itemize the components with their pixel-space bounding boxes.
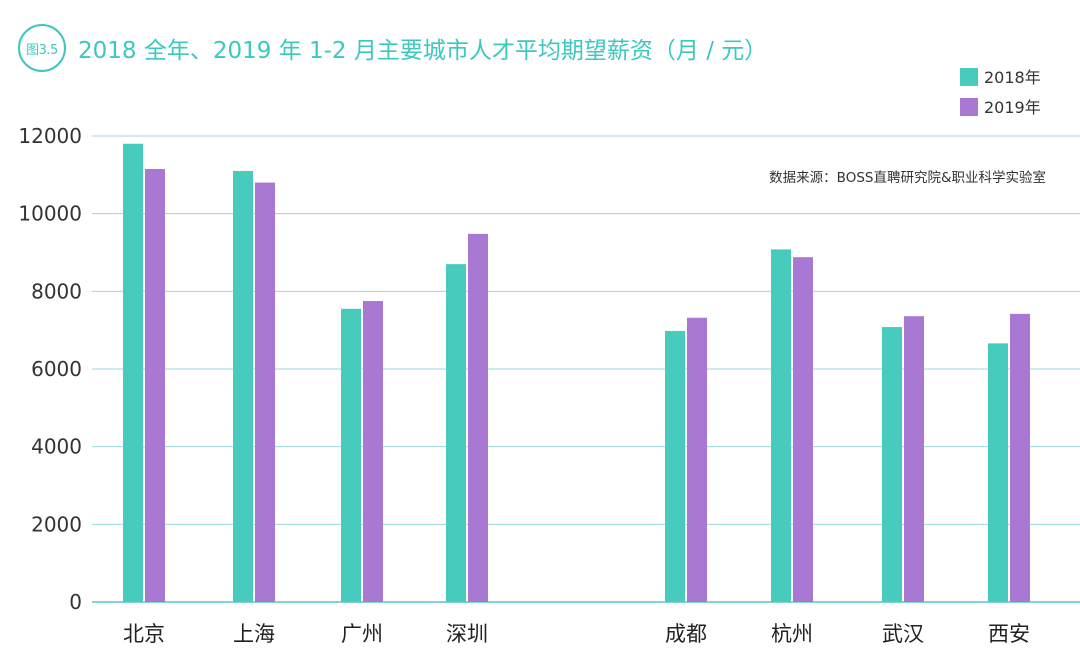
x-tick-label: 广州 <box>341 622 383 646</box>
legend-swatch <box>960 68 978 86</box>
bar <box>446 264 466 602</box>
x-tick-label: 西安 <box>988 622 1030 646</box>
legend-label: 2018年 <box>984 68 1041 87</box>
y-tick-label: 6000 <box>31 357 82 381</box>
bar <box>882 327 902 602</box>
y-tick-label: 10000 <box>18 202 82 226</box>
source-note: 数据来源：BOSS直聘研究院&职业科学实验室 <box>769 169 1046 186</box>
bar <box>145 169 165 602</box>
bar <box>771 249 791 603</box>
bar <box>363 301 383 602</box>
y-tick-label: 0 <box>69 590 82 614</box>
legend-label: 2019年 <box>984 98 1041 117</box>
y-tick-label: 4000 <box>31 435 82 459</box>
x-tick-label: 成都 <box>665 622 707 646</box>
bar <box>255 182 275 602</box>
legend-swatch <box>960 98 978 116</box>
bar <box>988 343 1008 602</box>
x-tick-label: 上海 <box>233 622 275 646</box>
bar <box>341 308 361 602</box>
bar <box>665 330 685 602</box>
bar <box>123 143 143 602</box>
x-tick-label: 武汉 <box>882 622 924 646</box>
y-tick-label: 8000 <box>31 279 82 303</box>
x-tick-label: 深圳 <box>446 622 488 646</box>
x-tick-label: 北京 <box>123 622 165 646</box>
bar <box>793 257 813 602</box>
bar <box>233 170 253 602</box>
chart-header: 图3.5 2018 全年、2019 年 1-2 月主要城市人才平均期望薪资（月 … <box>18 22 767 74</box>
bar <box>904 316 924 602</box>
figure-number-badge: 图3.5 <box>18 24 66 72</box>
y-tick-label: 2000 <box>31 512 82 536</box>
x-tick-label: 杭州 <box>771 622 813 646</box>
bar <box>468 233 488 603</box>
bar <box>687 317 707 602</box>
y-tick-label: 12000 <box>18 124 82 148</box>
chart-title: 2018 全年、2019 年 1-2 月主要城市人才平均期望薪资（月 / 元） <box>78 38 768 64</box>
bar <box>1010 313 1030 602</box>
